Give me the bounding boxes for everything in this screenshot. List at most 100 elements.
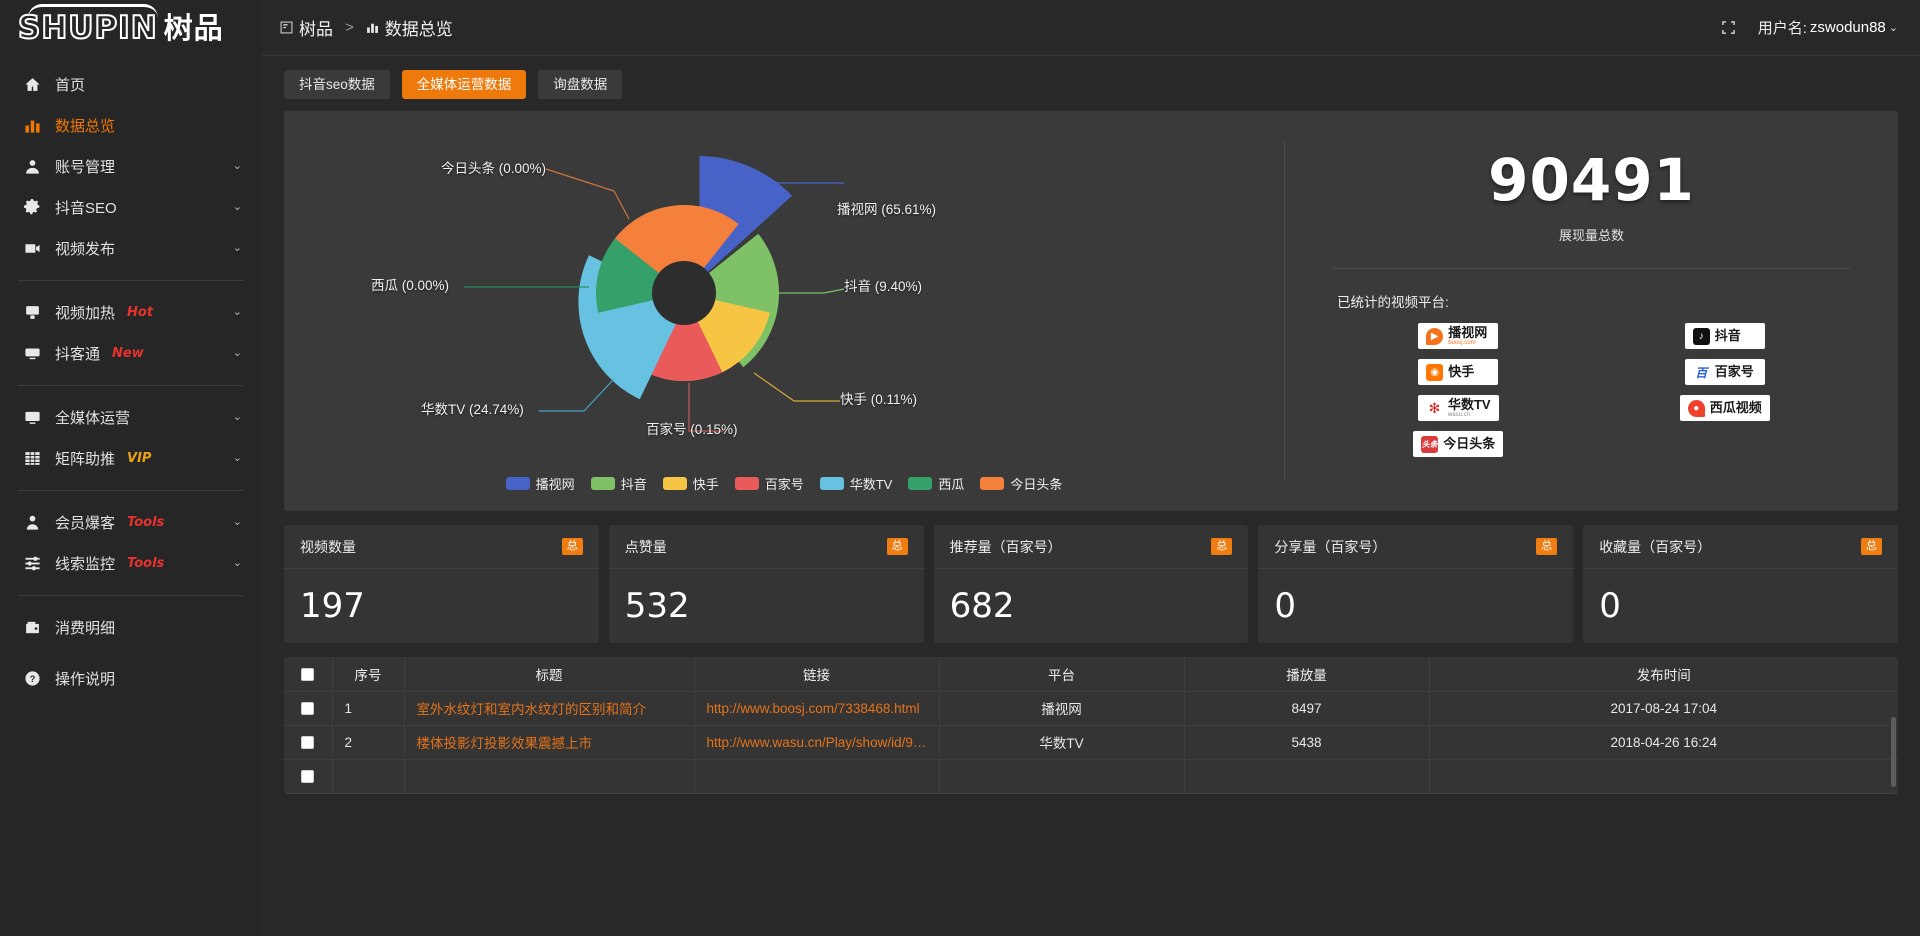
- pie-label-douyin: 抖音 (9.40%): [844, 279, 923, 294]
- legend-item-jinritoutiao[interactable]: 今日头条: [980, 474, 1062, 493]
- brand-logo[interactable]: SHUPIN 树品: [0, 0, 262, 56]
- row-select-cell[interactable]: [284, 759, 333, 794]
- sidebar-divider: [18, 280, 244, 281]
- sidebar-item-label: 全媒体运营: [55, 410, 131, 427]
- sidebar-item-home[interactable]: 首页: [0, 64, 262, 105]
- row-select-cell[interactable]: [284, 691, 333, 726]
- table-header-platform: 平台: [939, 657, 1185, 692]
- user-name: zswodun88: [1809, 19, 1886, 36]
- platform-chip-kuaishou[interactable]: ◉ 快手: [1418, 359, 1499, 385]
- row-checkbox[interactable]: [301, 770, 315, 784]
- legend-item-boshiwang[interactable]: 播视网: [505, 474, 575, 493]
- sidebar-item-matrix-boost[interactable]: 矩阵助推 VIP ⌄: [0, 438, 262, 479]
- select-all-checkbox[interactable]: [301, 668, 315, 682]
- legend-swatch: [734, 477, 759, 490]
- row-checkbox[interactable]: [301, 736, 315, 750]
- table-scrollbar[interactable]: [1891, 717, 1896, 787]
- sidebar-item-consumption-details[interactable]: 消费明细: [0, 607, 262, 648]
- platform-column-left: ▶ 播视网 boosj.com ◉ 快手 ✻ 华数TV wasu.cn: [1413, 323, 1504, 457]
- platform-chip-baijiahao[interactable]: 百 百家号: [1684, 359, 1765, 385]
- summary-divider: [1333, 268, 1850, 269]
- chart-bar-icon: [366, 21, 379, 34]
- legend-label: 抖音: [620, 477, 647, 492]
- legend-item-xigua[interactable]: 西瓜: [908, 474, 964, 493]
- sidebar-item-lead-monitoring[interactable]: 线索监控 Tools ⌄: [0, 543, 262, 584]
- chart-svg: [464, 156, 845, 432]
- sidebar-item-data-overview[interactable]: 数据总览: [0, 105, 262, 146]
- platform-column-right: ♪ 抖音 百 百家号 ● 西瓜视频: [1679, 323, 1770, 457]
- row-index: [332, 759, 405, 794]
- sidebar-item-douketong[interactable]: 抖客通 New ⌄: [0, 333, 262, 374]
- legend-item-huashutv[interactable]: 华数TV: [819, 474, 892, 493]
- topbar-right: 用户名: zswodun88 ⌄: [1721, 17, 1898, 38]
- row-url-link[interactable]: [694, 759, 940, 794]
- platforms-title: 已统计的视频平台:: [1337, 295, 1449, 310]
- chevron-down-icon: ⌄: [232, 347, 242, 359]
- overview-panel: 播视网 (65.61%) 抖音 (9.40%) 快手 (0.11%) 百家号 (…: [284, 111, 1898, 511]
- sidebar: SHUPIN 树品 首页 数据总览 账号管理: [0, 0, 262, 936]
- row-title-link[interactable]: 室外水纹灯和室内水纹灯的区别和简介: [404, 691, 695, 726]
- chart-legend: 播视网 抖音 快手 百家号 华数TV 西瓜 今日头条: [284, 474, 1284, 493]
- tab-omnimedia-operations-data[interactable]: 全媒体运营数据: [401, 70, 527, 99]
- sidebar-item-douyin-seo[interactable]: 抖音SEO ⌄: [0, 187, 262, 228]
- expand-icon[interactable]: [1721, 20, 1736, 35]
- sidebar-item-instructions[interactable]: ? 操作说明: [0, 658, 262, 699]
- sidebar-item-account-management[interactable]: 账号管理 ⌄: [0, 146, 262, 187]
- wallet-icon: [22, 619, 42, 636]
- row-index: 1: [332, 691, 405, 726]
- legend-item-douyin[interactable]: 抖音: [590, 474, 647, 493]
- sidebar-item-member-marketing[interactable]: 会员爆客 Tools ⌄: [0, 502, 262, 543]
- svg-text:?: ?: [29, 674, 35, 684]
- stat-card-value: 197: [300, 586, 365, 626]
- chevron-down-icon: ⌄: [232, 201, 242, 213]
- stat-card-value: 0: [1599, 586, 1621, 626]
- stat-card-header: 收藏量（百家号） 总: [1583, 525, 1898, 569]
- breadcrumb-root-label: 树品: [299, 20, 333, 39]
- chevron-down-icon: ⌄: [232, 242, 242, 254]
- platform-chip-xiguavideo[interactable]: ● 西瓜视频: [1679, 395, 1770, 421]
- pie-slice-jinritoutiao[interactable]: [615, 169, 739, 293]
- legend-item-kuaishou[interactable]: 快手: [662, 474, 719, 493]
- platform-chip-boshiwang[interactable]: ▶ 播视网 boosj.com: [1418, 323, 1499, 349]
- platform-chip-huashutv[interactable]: ✻ 华数TV wasu.cn: [1417, 395, 1499, 421]
- table-row[interactable]: [284, 759, 1898, 794]
- grid-icon: [22, 450, 42, 467]
- breadcrumb-root[interactable]: 树品: [280, 15, 333, 40]
- chart-container: 播视网 (65.61%) 抖音 (9.40%) 快手 (0.11%) 百家号 (…: [284, 111, 1284, 511]
- tab-douyin-seo-data[interactable]: 抖音seo数据: [284, 70, 390, 99]
- user-menu[interactable]: 用户名: zswodun88 ⌄: [1758, 17, 1898, 38]
- table-row[interactable]: 2 楼体投影灯投影效果震撼上市 http://www.wasu.cn/Play/…: [284, 725, 1898, 760]
- user-label: 用户名:: [1757, 20, 1807, 37]
- megaphone-icon: [22, 345, 42, 362]
- row-url-link[interactable]: http://www.boosj.com/7338468.html: [694, 691, 940, 726]
- logo-arc-decoration: [28, 3, 158, 18]
- logo-text-cn: 树品: [163, 12, 224, 45]
- row-select-cell[interactable]: [284, 725, 333, 760]
- row-checkbox[interactable]: [301, 702, 315, 716]
- user-icon: [22, 158, 42, 175]
- legend-item-baijiahao[interactable]: 百家号: [734, 474, 804, 493]
- legend-label: 百家号: [764, 477, 804, 492]
- table-row[interactable]: 1 室外水纹灯和室内水纹灯的区别和简介 http://www.boosj.com…: [284, 691, 1898, 726]
- sidebar-item-label: 数据总览: [55, 118, 116, 135]
- platform-chip-name: 西瓜视频: [1709, 400, 1762, 416]
- breadcrumb: 树品 > 数据总览: [280, 15, 453, 40]
- platform-chip-jinritoutiao[interactable]: 头条 今日头条: [1413, 431, 1504, 457]
- chevron-down-icon: ⌄: [1888, 22, 1898, 34]
- row-platform: [939, 759, 1185, 794]
- douyin-logo-icon: ♪: [1692, 327, 1710, 345]
- sidebar-item-badge: Hot: [127, 305, 154, 320]
- row-title-link[interactable]: 楼体投影灯投影效果震撼上市: [404, 725, 695, 760]
- sidebar-item-omnimedia-operations[interactable]: 全媒体运营 ⌄: [0, 397, 262, 438]
- sidebar-item-video-boost[interactable]: 视频加热 Hot ⌄: [0, 292, 262, 333]
- platform-chip-douyin[interactable]: ♪ 抖音: [1684, 323, 1765, 349]
- help-circle-icon: ?: [22, 670, 42, 687]
- sidebar-item-video-publish[interactable]: 视频发布 ⌄: [0, 228, 262, 269]
- table-header-select-all[interactable]: [284, 657, 333, 692]
- tab-inquiry-data[interactable]: 询盘数据: [538, 70, 623, 99]
- row-title-link[interactable]: [404, 759, 695, 794]
- row-url-link[interactable]: http://www.wasu.cn/Play/show/id/952...: [694, 725, 940, 760]
- table-header-row: 序号 标题 链接 平台 播放量 发布时间: [284, 657, 1898, 692]
- video-table-element: 序号 标题 链接 平台 播放量 发布时间 1 室外水纹灯和室内水纹灯的区别和简: [284, 657, 1898, 794]
- pie-slice-boshiwang[interactable]: [699, 156, 793, 280]
